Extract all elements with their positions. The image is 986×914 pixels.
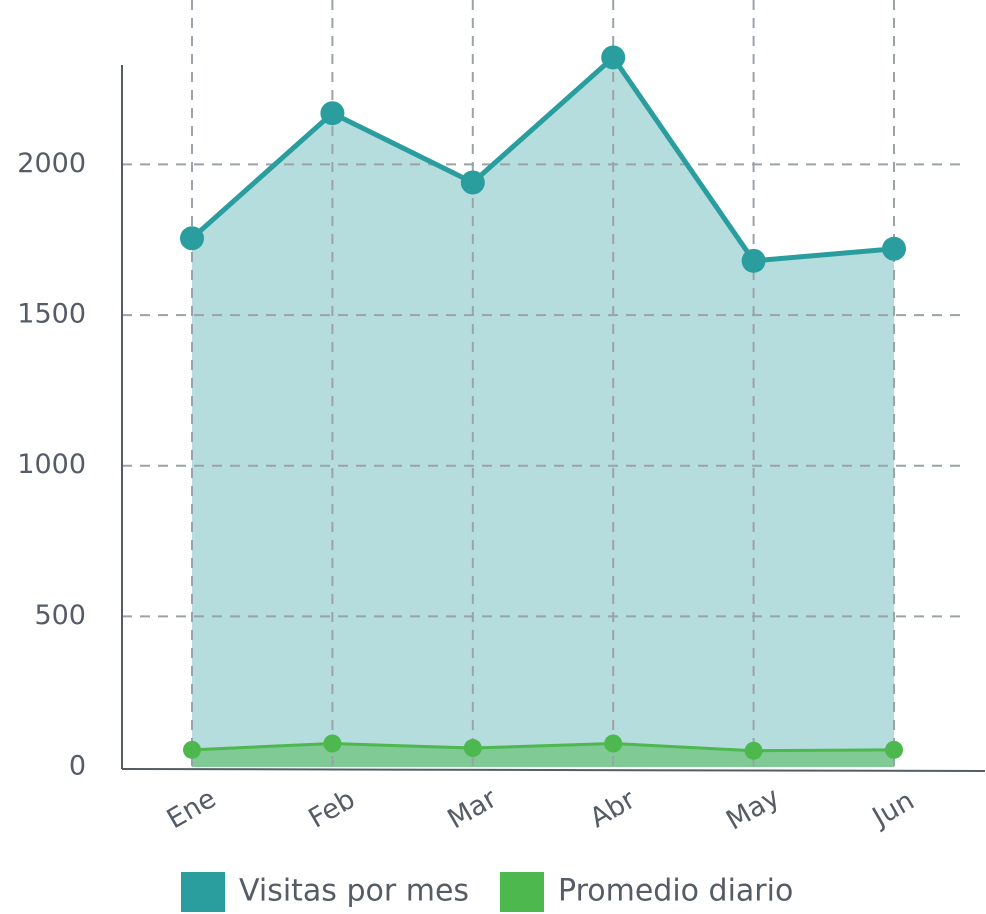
x-tick-label: Abr (585, 784, 642, 835)
y-tick-label: 1500 (17, 299, 86, 330)
data-point (601, 45, 626, 70)
data-point (741, 248, 766, 273)
y-tick-label: 0 (69, 751, 86, 782)
x-tick-label: Jun (866, 785, 920, 834)
data-point (744, 741, 763, 760)
series-line (190, 53, 895, 264)
x-tick-label: Feb (303, 784, 360, 835)
data-point (885, 740, 903, 759)
x-axis (121, 768, 986, 772)
data-point (460, 170, 485, 195)
data-point (180, 226, 204, 251)
x-tick-label: Mar (442, 783, 502, 836)
series-area (192, 57, 894, 767)
y-tick-label: 1000 (17, 449, 86, 480)
y-tick-label: 2000 (17, 148, 86, 179)
legend-label: Visitas por mes (239, 874, 469, 909)
series-line (191, 741, 895, 753)
data-point (882, 236, 906, 261)
data-point (463, 739, 482, 758)
legend-swatch (500, 872, 544, 912)
legend-swatch (181, 872, 225, 912)
data-point (183, 740, 201, 759)
legend-label: Promedio diario (558, 874, 793, 909)
data-point (320, 101, 345, 126)
x-tick-label: May (721, 782, 785, 837)
x-tick-label: Ene (162, 783, 221, 835)
data-point (604, 734, 623, 753)
y-tick-label: 500 (34, 600, 86, 631)
data-point (323, 734, 342, 753)
